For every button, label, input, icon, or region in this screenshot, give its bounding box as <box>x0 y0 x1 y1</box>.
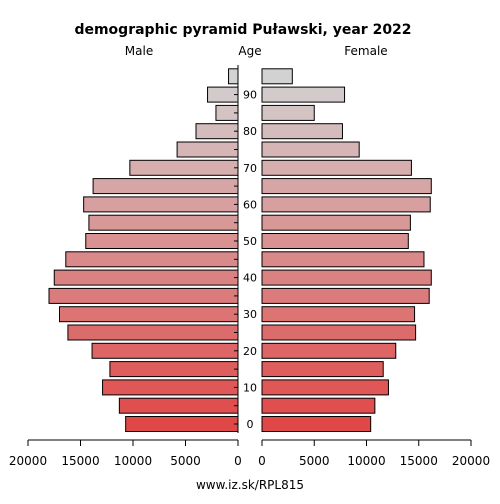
female-bar-6 <box>261 306 416 323</box>
male-bar-7 <box>48 287 239 304</box>
female-bar-7 <box>261 287 430 304</box>
female-bar-11 <box>261 214 411 231</box>
female-x-tick-label-15000: 15000 <box>400 454 438 468</box>
male-x-axis: 20000 15000 10000 5000 0 <box>9 439 242 468</box>
male-bar-2 <box>102 379 239 396</box>
age-label-80: 80 <box>243 125 257 138</box>
male-x-tick-label-15000: 15000 <box>61 454 99 468</box>
male-bars <box>48 68 239 432</box>
male-bar-3 <box>109 361 239 378</box>
female-x-tick-label-20000: 20000 <box>452 454 490 468</box>
male-bar-14 <box>129 159 239 176</box>
male-bar-12 <box>83 196 239 213</box>
female-bar-3 <box>261 361 384 378</box>
male-bar-5 <box>67 324 239 341</box>
female-bar-8 <box>261 269 432 286</box>
female-bars <box>261 68 432 432</box>
male-x-tick-label-0: 0 <box>234 454 242 468</box>
age-label-30: 30 <box>243 308 257 321</box>
age-label-0: 0 <box>247 418 254 431</box>
chart-title: demographic pyramid Puławski, year 2022 <box>74 22 411 38</box>
male-x-tick-label-5000: 5000 <box>170 454 201 468</box>
female-bar-5 <box>261 324 417 341</box>
female-x-tick-label-10000: 10000 <box>347 454 385 468</box>
age-axis: 0 10 20 30 40 50 60 70 80 90 <box>234 65 257 433</box>
female-bar-2 <box>261 379 389 396</box>
age-label-50: 50 <box>243 235 257 248</box>
female-x-axis: 20000 15000 10000 5000 0 <box>258 439 490 468</box>
male-bar-18 <box>207 86 239 103</box>
female-bar-10 <box>261 233 409 249</box>
female-bar-0 <box>261 416 372 432</box>
male-bar-10 <box>85 233 239 249</box>
age-label-90: 90 <box>243 89 257 102</box>
age-label-10: 10 <box>243 381 257 394</box>
female-bar-13 <box>261 178 432 195</box>
female-x-tick-label-5000: 5000 <box>299 454 330 468</box>
female-label: Female <box>344 44 387 58</box>
male-bar-4 <box>91 342 239 359</box>
female-bar-19 <box>261 68 293 85</box>
male-bar-15 <box>176 141 239 158</box>
female-bar-15 <box>261 141 360 158</box>
male-bar-8 <box>53 269 239 286</box>
age-label: Age <box>238 44 261 58</box>
male-x-tick-label-20000: 20000 <box>9 454 47 468</box>
male-bar-13 <box>92 178 239 195</box>
male-bar-1 <box>118 397 239 414</box>
age-label-40: 40 <box>243 272 257 285</box>
footer-source: www.iz.sk/RPL815 <box>196 478 304 492</box>
male-bar-6 <box>59 306 239 323</box>
age-label-60: 60 <box>243 198 257 211</box>
age-label-70: 70 <box>243 162 257 175</box>
age-label-20: 20 <box>243 345 257 358</box>
male-bar-9 <box>65 251 239 268</box>
female-bar-17 <box>261 104 315 121</box>
male-bar-16 <box>195 123 239 140</box>
female-bar-16 <box>261 123 343 140</box>
female-bar-1 <box>261 397 376 414</box>
female-bar-4 <box>261 342 397 359</box>
female-bar-9 <box>261 251 425 268</box>
male-x-tick-label-10000: 10000 <box>114 454 152 468</box>
female-bar-18 <box>261 86 346 103</box>
male-bar-0 <box>125 416 239 432</box>
female-bar-14 <box>261 159 412 176</box>
female-bar-12 <box>261 196 431 213</box>
female-x-tick-label-0: 0 <box>258 454 266 468</box>
male-bar-11 <box>88 214 239 231</box>
male-bar-19 <box>228 68 239 85</box>
male-label: Male <box>125 44 153 58</box>
